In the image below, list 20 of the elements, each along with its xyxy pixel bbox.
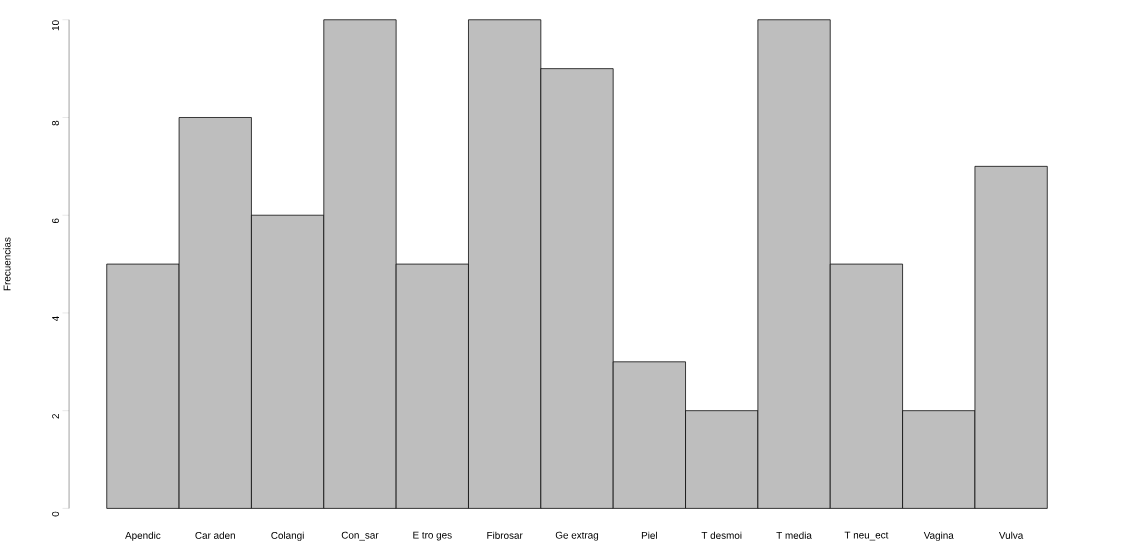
y-axis-title: Frecuencias <box>3 237 11 291</box>
y-tick-label: 10 <box>52 20 60 31</box>
x-tick-label: T neu_ect <box>844 531 889 541</box>
y-tick-label: 0 <box>52 511 60 517</box>
x-tick-label: Car aden <box>195 531 235 540</box>
x-tick-label: Vulva <box>998 531 1024 540</box>
x-tick-label: Vagina <box>923 531 954 541</box>
y-tick-label: 2 <box>52 414 59 419</box>
x-tick-label: T media <box>776 531 812 540</box>
x-tick-label: Ge extrag <box>555 531 599 541</box>
y-tick-label: 6 <box>52 218 60 224</box>
x-tick-label: Piel <box>641 531 657 540</box>
x-tick-label: E tro ges <box>413 531 452 541</box>
x-tick-label: Con_sar <box>341 531 379 541</box>
y-tick-label: 4 <box>52 316 59 322</box>
x-tick-label: Colangi <box>271 531 304 541</box>
x-tick-label: Fibrosar <box>487 531 523 540</box>
x-tick-label: Apendic <box>125 531 161 541</box>
y-tick-label: 8 <box>52 120 60 126</box>
x-tick-label: T desmoi <box>701 531 742 540</box>
